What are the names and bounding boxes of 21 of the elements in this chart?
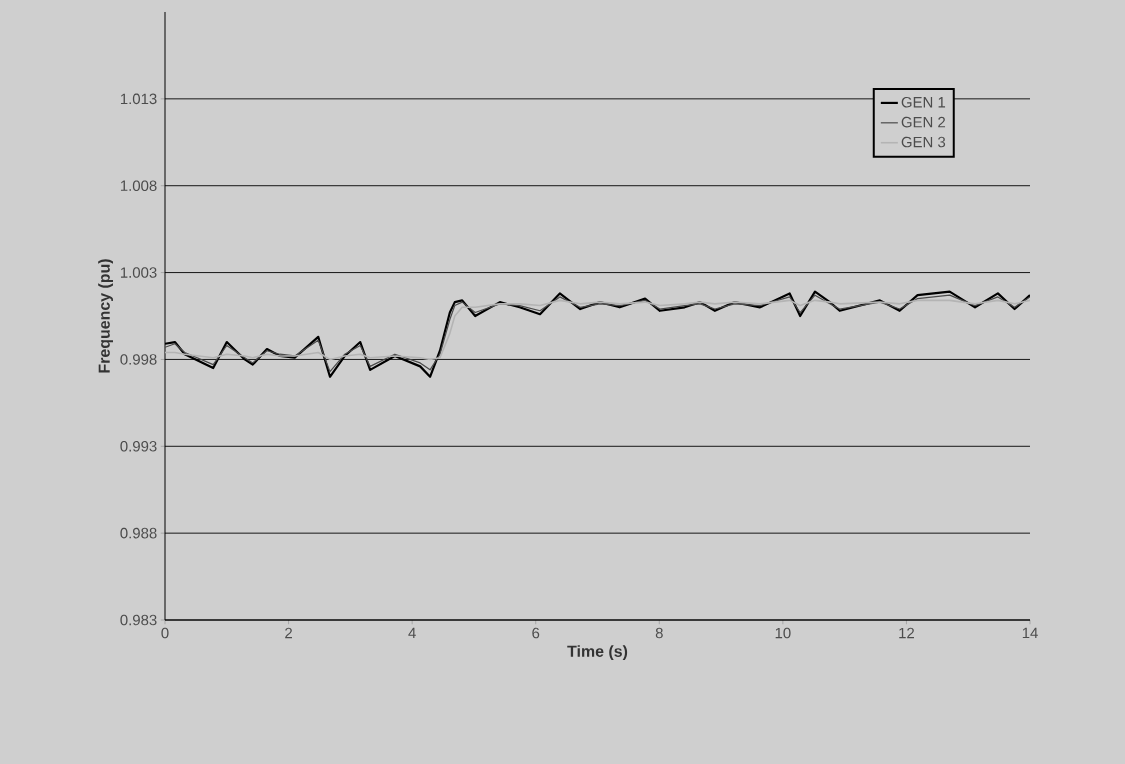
y-tick-label: 1.008 <box>120 180 157 191</box>
x-tick-label: 2 <box>285 627 292 639</box>
x-tick-label: 8 <box>655 627 663 639</box>
x-tick-label: 10 <box>775 627 791 639</box>
x-tick-label: 12 <box>899 627 914 639</box>
y-axis-title: Frequency (pu) <box>98 259 113 373</box>
x-tick-label: 6 <box>532 627 540 639</box>
x-tick-label: 14 <box>1022 627 1038 639</box>
legend-label: GEN 3 <box>901 136 946 148</box>
y-tick-label: 0.988 <box>120 527 157 539</box>
x-tick-label: 4 <box>408 627 416 639</box>
y-tick-label: 1.003 <box>120 267 157 278</box>
line-series <box>165 299 1031 361</box>
x-axis-title: Time (s) <box>567 645 628 661</box>
y-tick-label: 0.983 <box>120 614 157 626</box>
x-tick-label: 0 <box>161 627 169 639</box>
legend-label: GEN 2 <box>901 116 946 128</box>
y-tick-label: 0.993 <box>120 440 157 452</box>
legend-label: GEN 1 <box>901 96 946 108</box>
y-tick-label: 0.998 <box>120 354 157 365</box>
y-tick-label: 1.013 <box>120 93 157 105</box>
